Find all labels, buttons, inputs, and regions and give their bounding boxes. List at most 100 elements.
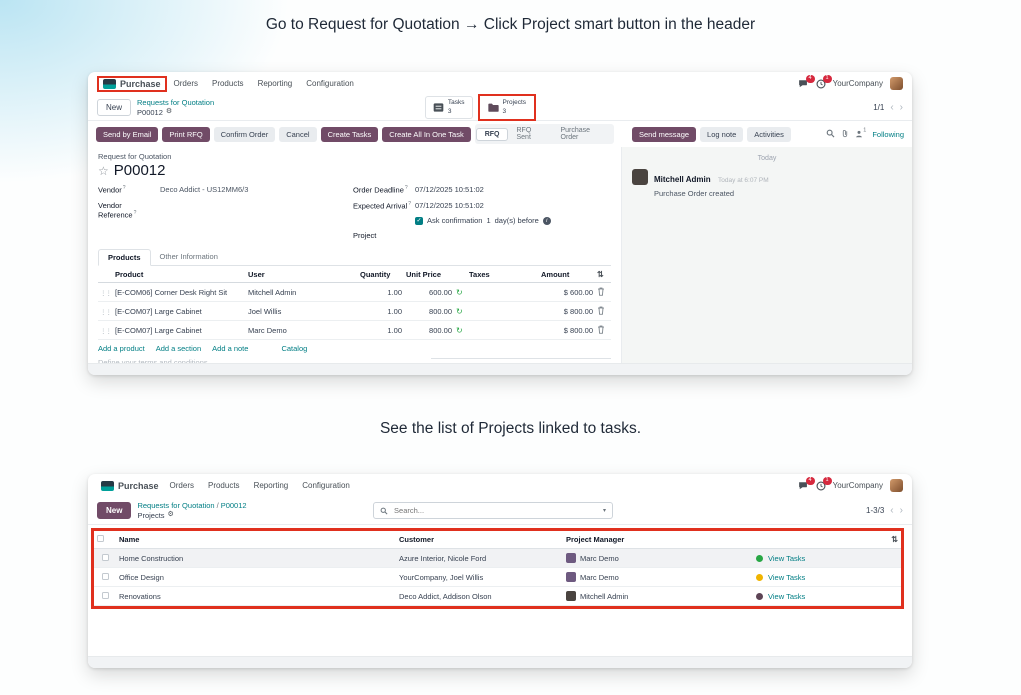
activities-icon[interactable]: 1 — [816, 476, 832, 491]
message-author[interactable]: Mitchell Admin — [654, 175, 711, 184]
col-amount[interactable]: Amount — [539, 267, 595, 283]
breadcrumb-parent[interactable]: Requests for Quotation — [137, 501, 215, 511]
company-name[interactable]: YourCompany — [832, 79, 883, 88]
menu-products[interactable]: Products — [207, 481, 240, 490]
line-price[interactable]: 800.00 — [404, 320, 454, 340]
status-rfq[interactable]: RFQ — [475, 127, 509, 141]
adjust-columns-icon[interactable]: ⇅ — [891, 535, 898, 544]
activities-button[interactable]: Activities — [747, 126, 791, 142]
line-qty[interactable]: 1.00 — [358, 282, 404, 302]
activities-icon[interactable]: 1 — [816, 74, 832, 89]
confirm-order-button[interactable]: Confirm Order — [213, 126, 276, 142]
refresh-price-icon[interactable]: ↻ — [456, 325, 463, 335]
project-customer[interactable]: Deco Addict, Addison Olson — [396, 586, 563, 606]
menu-orders[interactable]: Orders — [169, 481, 194, 490]
project-row[interactable]: Office Design YourCompany, Joel Willis M… — [94, 567, 901, 587]
col-unit-price[interactable]: Unit Price — [404, 267, 454, 283]
line-user[interactable]: Mitchell Admin — [246, 282, 358, 302]
refresh-price-icon[interactable]: ↻ — [456, 287, 463, 297]
col-name[interactable]: Name — [116, 531, 396, 549]
cancel-button[interactable]: Cancel — [279, 126, 317, 142]
project-name[interactable]: Home Construction — [116, 548, 396, 568]
status-purchase-order[interactable]: Purchase Order — [560, 127, 591, 141]
add-note-link[interactable]: Add a note — [212, 344, 249, 353]
line-taxes[interactable] — [467, 301, 539, 321]
line-price[interactable]: 800.00 — [404, 301, 454, 321]
messages-icon[interactable]: 4 — [798, 476, 815, 491]
favorite-star-icon[interactable]: ☆ — [98, 163, 109, 178]
menu-reporting[interactable]: Reporting — [257, 79, 293, 88]
line-product[interactable]: [E-COM07] Large Cabinet — [113, 301, 246, 321]
pager-prev-icon[interactable]: ‹ — [890, 505, 894, 516]
order-deadline-value[interactable]: 07/12/2025 10:51:02 — [415, 185, 484, 195]
row-checkbox[interactable] — [101, 553, 109, 561]
pager-next-icon[interactable]: › — [899, 505, 903, 516]
refresh-price-icon[interactable]: ↻ — [456, 306, 463, 316]
create-all-in-one-task-button[interactable]: Create All In One Task — [382, 126, 471, 142]
col-user[interactable]: User — [246, 267, 358, 283]
col-customer[interactable]: Customer — [396, 531, 563, 549]
line-qty[interactable]: 1.00 — [358, 320, 404, 340]
drag-handle-icon[interactable]: ⋮⋮ — [100, 327, 112, 335]
line-taxes[interactable] — [467, 320, 539, 340]
menu-orders[interactable]: Orders — [173, 79, 198, 88]
drag-handle-icon[interactable]: ⋮⋮ — [100, 308, 112, 316]
create-tasks-button[interactable]: Create Tasks — [320, 126, 379, 142]
col-project-manager[interactable]: Project Manager — [563, 531, 753, 549]
project-name[interactable]: Renovations — [116, 586, 396, 606]
col-taxes[interactable]: Taxes — [467, 267, 539, 283]
new-button[interactable]: New — [97, 502, 132, 519]
order-line-row[interactable]: ⋮⋮ [E-COM07] Large Cabinet Joel Willis 1… — [98, 301, 611, 321]
followers-icon[interactable]: 1 — [855, 125, 866, 143]
add-product-link[interactable]: Add a product — [98, 344, 145, 353]
order-line-row[interactable]: ⋮⋮ [E-COM07] Large Cabinet Marc Demo 1.0… — [98, 320, 611, 340]
purchase-app-brand[interactable]: Purchase — [97, 75, 167, 92]
view-tasks-button[interactable]: View Tasks — [768, 572, 806, 582]
user-avatar[interactable] — [890, 479, 903, 492]
view-tasks-button[interactable]: View Tasks — [768, 591, 806, 601]
messages-icon[interactable]: 4 — [798, 74, 815, 89]
tasks-smart-button[interactable]: Tasks 3 — [424, 96, 473, 119]
row-checkbox[interactable] — [101, 591, 109, 599]
col-product[interactable]: Product — [113, 267, 246, 283]
line-product[interactable]: [E-COM06] Corner Desk Right Sit — [113, 282, 246, 302]
purchase-app-brand[interactable]: Purchase — [97, 480, 163, 492]
gear-icon[interactable]: ⚙ — [167, 510, 174, 518]
menu-configuration[interactable]: Configuration — [302, 481, 350, 490]
row-checkbox[interactable] — [101, 572, 109, 580]
user-avatar[interactable] — [890, 77, 903, 90]
project-customer[interactable]: YourCompany, Joel Willis — [396, 567, 563, 587]
tab-products[interactable]: Products — [98, 249, 151, 266]
search-input[interactable] — [392, 505, 600, 516]
attachments-icon[interactable] — [841, 125, 849, 143]
confirmation-days-input[interactable]: 1 — [486, 216, 491, 225]
line-qty[interactable]: 1.00 — [358, 301, 404, 321]
view-tasks-button[interactable]: View Tasks — [768, 553, 806, 563]
project-manager[interactable]: Marc Demo — [580, 572, 619, 582]
project-row[interactable]: Home Construction Azure Interior, Nicole… — [94, 548, 901, 568]
project-row[interactable]: Renovations Deco Addict, Addison Olson M… — [94, 586, 901, 606]
terms-placeholder[interactable]: Define your terms and conditions ... — [98, 358, 431, 375]
search-box[interactable]: ▾ — [373, 502, 614, 519]
project-manager[interactable]: Marc Demo — [580, 553, 619, 563]
drag-handle-icon[interactable]: ⋮⋮ — [100, 289, 112, 297]
projects-smart-button[interactable]: Projects 3 — [480, 97, 533, 118]
catalog-link[interactable]: Catalog — [281, 344, 308, 353]
delete-line-icon[interactable] — [597, 306, 605, 315]
gear-icon[interactable]: ⚙ — [165, 107, 173, 115]
pager-next-icon[interactable]: › — [899, 102, 903, 113]
following-toggle[interactable]: Following — [872, 129, 904, 139]
line-user[interactable]: Marc Demo — [246, 320, 358, 340]
chevron-down-icon[interactable]: ▾ — [603, 508, 607, 514]
project-customer[interactable]: Azure Interior, Nicole Ford — [396, 548, 563, 568]
project-name[interactable]: Office Design — [116, 567, 396, 587]
vendor-value[interactable]: Deco Addict - US12MM6/3 — [160, 185, 249, 195]
ask-confirmation-checkbox[interactable]: ✓ — [415, 216, 423, 225]
line-product[interactable]: [E-COM07] Large Cabinet — [113, 320, 246, 340]
message-author-avatar[interactable] — [632, 169, 648, 185]
print-rfq-button[interactable]: Print RFQ — [162, 126, 210, 142]
add-section-link[interactable]: Add a section — [155, 344, 202, 353]
search-messages-icon[interactable] — [826, 125, 835, 143]
order-line-row[interactable]: ⋮⋮ [E-COM06] Corner Desk Right Sit Mitch… — [98, 282, 611, 302]
breadcrumb-doc[interactable]: P00012 — [220, 501, 247, 511]
